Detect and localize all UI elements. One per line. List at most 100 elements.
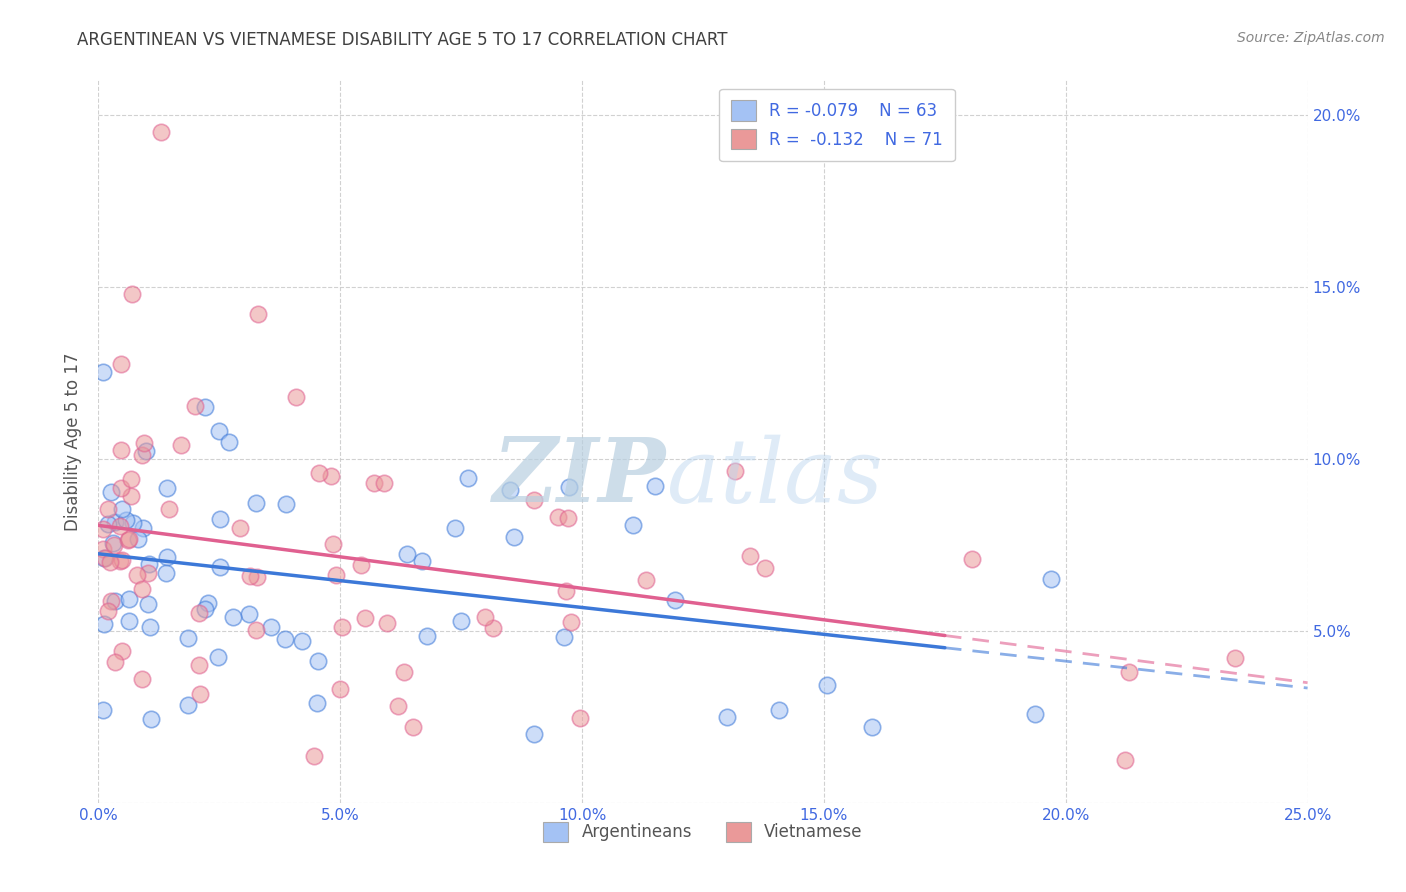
Point: [188, 606, 211, 620]
Point: [194, 602, 217, 616]
Point: [411, 554, 433, 568]
Point: [523, 727, 546, 741]
Point: [558, 480, 581, 494]
Point: [392, 665, 415, 679]
Point: [815, 677, 838, 691]
Point: [457, 470, 479, 484]
Point: [229, 521, 252, 535]
Point: [121, 516, 143, 531]
Point: [120, 472, 142, 486]
Point: [139, 620, 162, 634]
Point: [860, 720, 883, 734]
Point: [1024, 706, 1046, 721]
Point: [1040, 572, 1063, 586]
Point: [547, 510, 569, 524]
Point: [188, 687, 211, 701]
Point: [325, 567, 347, 582]
Point: [104, 656, 127, 670]
Point: [474, 610, 496, 624]
Point: [245, 623, 267, 637]
Point: [150, 125, 173, 139]
Point: [97, 604, 120, 618]
Text: ARGENTINEAN VS VIETNAMESE DISABILITY AGE 5 TO 17 CORRELATION CHART: ARGENTINEAN VS VIETNAMESE DISABILITY AGE…: [77, 31, 728, 49]
Point: [132, 436, 155, 450]
Point: [131, 582, 153, 597]
Point: [208, 424, 231, 438]
Point: [554, 583, 576, 598]
Point: [402, 720, 425, 734]
Point: [139, 712, 162, 726]
Point: [354, 611, 377, 625]
Point: [350, 558, 373, 573]
Point: [197, 596, 219, 610]
Point: [330, 620, 353, 634]
Point: [557, 510, 579, 524]
Point: [960, 551, 983, 566]
Point: [177, 698, 200, 713]
Point: [118, 614, 141, 628]
Point: [110, 442, 132, 457]
Point: [101, 536, 124, 550]
Point: [94, 550, 117, 565]
Point: [110, 357, 132, 371]
Point: [155, 566, 177, 580]
Point: [111, 502, 134, 516]
Point: [170, 437, 193, 451]
Point: [1118, 665, 1140, 679]
Point: [304, 749, 326, 764]
Point: [568, 711, 591, 725]
Point: [91, 522, 114, 536]
Point: [768, 703, 790, 717]
Point: [416, 629, 439, 643]
Point: [319, 469, 342, 483]
Point: [183, 399, 205, 413]
Point: [104, 516, 127, 530]
Point: [97, 501, 120, 516]
Point: [329, 682, 352, 697]
Point: [91, 542, 114, 557]
Point: [108, 518, 131, 533]
Y-axis label: Disability Age 5 to 17: Disability Age 5 to 17: [65, 352, 83, 531]
Point: [247, 307, 270, 321]
Point: [91, 703, 114, 717]
Point: [117, 533, 139, 548]
Point: [245, 496, 267, 510]
Point: [187, 658, 209, 673]
Point: [724, 464, 747, 478]
Point: [100, 485, 122, 500]
Point: [208, 511, 231, 525]
Point: [553, 630, 575, 644]
Point: [118, 532, 141, 546]
Point: [138, 558, 160, 572]
Legend: Argentineans, Vietnamese: Argentineans, Vietnamese: [537, 815, 869, 848]
Point: [621, 517, 644, 532]
Point: [121, 286, 143, 301]
Point: [387, 699, 409, 714]
Point: [239, 569, 262, 583]
Point: [291, 633, 314, 648]
Point: [93, 551, 115, 566]
Point: [274, 497, 297, 511]
Point: [284, 390, 307, 404]
Point: [1114, 753, 1136, 767]
Point: [111, 644, 134, 658]
Point: [738, 549, 761, 563]
Point: [450, 614, 472, 628]
Point: [131, 448, 153, 462]
Text: atlas: atlas: [666, 434, 883, 521]
Point: [636, 573, 658, 587]
Point: [307, 696, 329, 710]
Point: [177, 631, 200, 645]
Point: [307, 654, 329, 668]
Point: [322, 537, 344, 551]
Point: [644, 479, 666, 493]
Point: [136, 598, 159, 612]
Text: ZIP: ZIP: [494, 434, 666, 521]
Point: [443, 521, 465, 535]
Point: [127, 533, 149, 547]
Point: [194, 400, 217, 414]
Point: [157, 502, 180, 516]
Point: [308, 466, 330, 480]
Point: [110, 481, 132, 495]
Point: [103, 594, 125, 608]
